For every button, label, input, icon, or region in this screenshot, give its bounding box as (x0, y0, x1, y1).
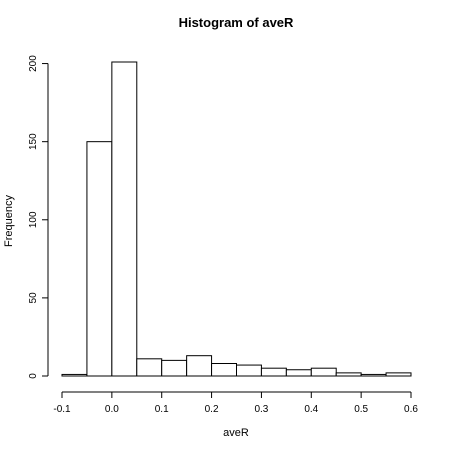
histogram-bar-8 (260, 367, 287, 377)
x-tick-label-6: 0.5 (354, 404, 368, 415)
y-tick-label-1: 50 (28, 292, 39, 304)
y-tick-label-2: 100 (28, 211, 39, 228)
histogram-bar-10 (310, 367, 337, 377)
histogram-bar-9 (285, 369, 312, 377)
histogram-bar-11 (335, 372, 362, 377)
histogram-bar-2 (111, 61, 138, 377)
histogram-bar-3 (136, 358, 163, 377)
y-axis-label: Frequency (3, 195, 15, 247)
bars-group (61, 61, 412, 377)
x-tick-label-3: 0.2 (205, 404, 219, 415)
histogram-bar-13 (385, 372, 412, 377)
histogram-bar-1 (86, 141, 113, 377)
x-axis: -0.1 0.0 0.1 0.2 0.3 0.4 0.5 0.6 (53, 391, 418, 415)
x-tick-label-1: 0.0 (105, 404, 119, 415)
x-tick-label-2: 0.1 (155, 404, 169, 415)
x-tick-label-5: 0.4 (304, 404, 318, 415)
x-tick-label-7: 0.6 (404, 404, 418, 415)
histogram-bar-0 (61, 373, 88, 377)
histogram-bar-6 (211, 363, 237, 377)
chart-title: Histogram of aveR (179, 15, 294, 30)
y-tick-label-4: 200 (28, 55, 39, 72)
x-axis-label: aveR (223, 427, 249, 439)
y-axis: 0 50 100 150 200 (28, 55, 49, 379)
x-tick-label-0: -0.1 (53, 404, 71, 415)
histogram-bar-4 (161, 359, 188, 377)
histogram-bar-7 (236, 364, 262, 377)
x-tick-label-4: 0.3 (254, 404, 268, 415)
y-tick-label-0: 0 (28, 373, 39, 379)
histogram-bar-12 (360, 373, 387, 377)
y-tick-label-3: 150 (28, 133, 39, 150)
histogram-bar-5 (186, 355, 213, 377)
